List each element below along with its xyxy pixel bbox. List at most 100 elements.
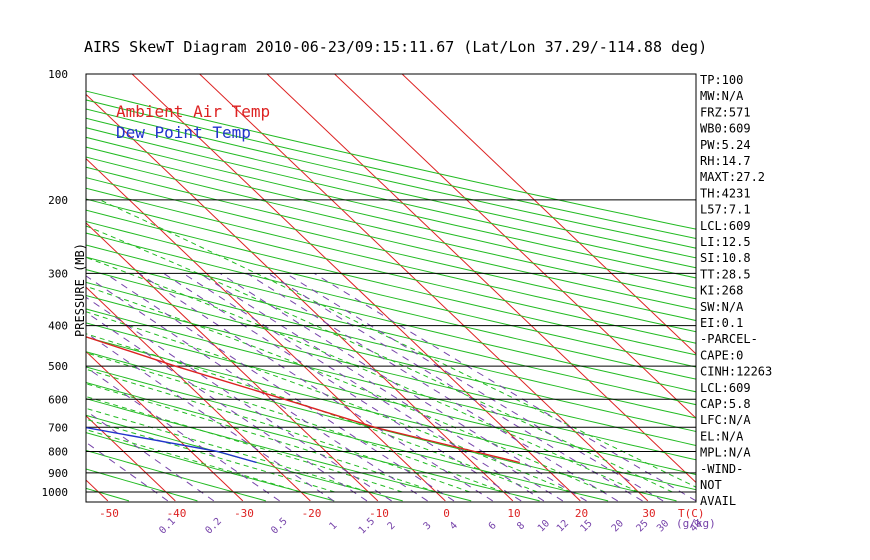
index-text: SI:10.8 <box>700 251 751 265</box>
dry-adiabat-line <box>86 136 696 279</box>
mixing-ratio-tick-label: 12 <box>555 518 571 534</box>
mixing-ratio-tick-label: 25 <box>635 518 651 534</box>
mixing-ratio-tick-label: 10 <box>536 518 552 534</box>
pressure-lines <box>86 199 696 493</box>
chart-legend: Ambient Air Temp Dew Point Temp <box>116 102 270 142</box>
mixing-ratio-line <box>219 272 587 502</box>
dry-adiabat-line <box>86 351 677 502</box>
dry-adiabat-line <box>86 117 696 259</box>
pressure-tick-label: 200 <box>48 194 68 207</box>
mixing-ratio-tick-label: 8 <box>515 520 527 532</box>
dry-adiabat-line <box>86 177 696 322</box>
isotherm-line <box>86 286 311 502</box>
index-text: LCL:609 <box>700 219 751 233</box>
pressure-tick-label: 300 <box>48 267 68 280</box>
bottom-temp-unit: T(C) <box>678 507 705 520</box>
dry-adiabat-line <box>86 108 696 249</box>
indices-panel: TP:100 MW:N/A FRZ:571 WB0:609 PW:5.24 RH:14.7… <box>700 73 772 508</box>
mixing-ratio-line <box>138 272 493 502</box>
dry-adiabat-line <box>86 256 696 406</box>
index-text: SW:N/A <box>700 300 744 314</box>
isotherm-line <box>131 74 581 502</box>
moist-adiabat-line <box>86 418 335 493</box>
isotherm-line <box>0 55 40 501</box>
mixing-ratio-line <box>183 272 545 502</box>
dry-adiabat-line <box>86 449 266 502</box>
bottom-temp-tick-label: -10 <box>369 507 389 520</box>
index-text: CINH:12263 <box>700 365 772 379</box>
dry-adiabat-line <box>86 398 472 502</box>
mixing-ratio-tick-label: 2 <box>386 520 398 532</box>
index-text: LCL:609 <box>700 381 751 395</box>
mixing-ratio-line <box>246 272 618 502</box>
mixing-ratio-unit: (g/kg) <box>676 517 716 530</box>
dry-adiabat-line <box>86 232 696 380</box>
dry-adiabat-line <box>86 295 696 446</box>
dry-adiabat-line <box>86 209 696 356</box>
index-text: -WIND- <box>700 462 743 476</box>
bottom-temp-tick-label: 0 <box>443 507 450 520</box>
dry-adiabat-line <box>86 269 696 419</box>
mixing-ratio-line <box>86 275 428 502</box>
mixing-ratio-line <box>285 272 664 502</box>
index-text: NOT <box>700 478 722 492</box>
temperature-profile <box>86 336 520 464</box>
isotherm-line <box>333 74 696 419</box>
isotherm-line <box>86 222 379 502</box>
legend-ambient-air-temp: Ambient Air Temp <box>116 102 270 121</box>
dry-adiabat-line <box>86 468 198 502</box>
index-text: PW:5.24 <box>700 138 751 152</box>
index-text: RH:14.7 <box>700 154 751 168</box>
isotherm-line <box>198 74 649 502</box>
bottom-temp-tick-label: -30 <box>234 507 254 520</box>
y-axis-label: PRESSURE (MB) <box>73 243 87 337</box>
dry-adiabat-line <box>86 220 696 368</box>
pressure-tick-label: 600 <box>48 393 68 406</box>
dry-adiabat-line <box>86 381 540 502</box>
bottom-temp-tick-label: 30 <box>642 507 655 520</box>
index-text: -PARCEL- <box>700 332 758 346</box>
isotherm-line <box>86 157 446 502</box>
pressure-tick-label: 700 <box>48 421 68 434</box>
index-text: KI:268 <box>700 284 743 298</box>
mixing-ratio-line <box>86 332 334 502</box>
mixing-ratio-line <box>86 296 392 502</box>
index-text: MPL:N/A <box>700 446 751 460</box>
moist-adiabat-line <box>86 429 302 493</box>
dry-adiabat-line <box>86 308 696 461</box>
dry-adiabat-line <box>86 187 696 333</box>
pressure-tick-label: 800 <box>48 445 68 458</box>
mixing-ratio-tick-label: 4 <box>448 520 460 532</box>
bottom-temp-tick-label: -50 <box>99 507 119 520</box>
bottom-temp-tick-label: -20 <box>302 507 322 520</box>
dry-adiabat-line <box>86 244 696 393</box>
mixing-ratio-tick-label: 0.5 <box>269 516 290 537</box>
index-text: LFC:N/A <box>700 413 751 427</box>
dry-adiabat-line <box>86 146 696 289</box>
index-text: L57:7.1 <box>700 203 751 217</box>
plot-frame <box>85 73 697 503</box>
dry-adiabat-line <box>86 336 696 491</box>
index-text: MAXT:27.2 <box>700 170 765 184</box>
dry-adiabat-line <box>86 156 696 300</box>
index-text: TT:28.5 <box>700 267 751 281</box>
plot-area <box>0 55 696 502</box>
pressure-tick-label: 500 <box>48 360 68 373</box>
index-text: EL:N/A <box>700 429 744 443</box>
mixing-ratio-line <box>86 311 368 502</box>
moist-adiabat-line <box>86 256 639 493</box>
index-text: FRZ:571 <box>700 105 751 119</box>
mixing-ratio-line <box>199 272 564 502</box>
bottom-temp-tick-label: 20 <box>575 507 588 520</box>
bottom-temp-tick-label: 10 <box>507 507 520 520</box>
isotherm-line <box>266 74 696 484</box>
dewpoint-profile <box>86 426 257 464</box>
pressure-tick-label: 1000 <box>42 486 69 499</box>
moist-adiabat-line <box>86 285 605 493</box>
mixing-ratio-tick-label: 15 <box>578 518 594 534</box>
pressure-tick-label: 900 <box>48 467 68 480</box>
dry-adiabat-line <box>86 281 696 433</box>
mixing-ratio-tick-label: 0.2 <box>203 516 224 537</box>
pressure-tick-label: 400 <box>48 320 68 333</box>
